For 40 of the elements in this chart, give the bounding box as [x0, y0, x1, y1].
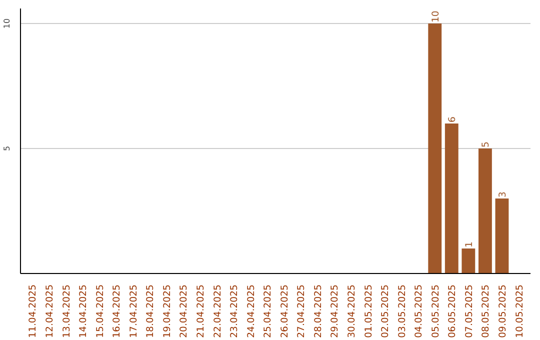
x-tick-label: 30.04.2025 — [346, 284, 358, 338]
bar — [462, 248, 476, 274]
x-tick-label: 02.05.2025 — [380, 284, 392, 338]
x-tick-label: 11.04.2025 — [28, 284, 39, 338]
x-tick-label: 27.04.2025 — [296, 284, 308, 338]
data-label: 1 — [464, 242, 475, 248]
x-tick-label: 22.04.2025 — [212, 284, 224, 338]
x-tick-label: 29.04.2025 — [330, 284, 341, 338]
data-label: 10 — [430, 10, 442, 22]
x-tick-label: 13.04.2025 — [61, 284, 72, 338]
x-tick-label: 04.05.2025 — [414, 284, 425, 338]
x-tick-label: 16.04.2025 — [112, 284, 123, 338]
x-tick-label: 24.04.2025 — [246, 284, 257, 338]
x-tick-label: 15.04.2025 — [94, 284, 106, 338]
x-tick-label: 14.04.2025 — [78, 284, 90, 338]
x-tick-label: 23.04.2025 — [229, 284, 240, 338]
bar — [495, 198, 509, 274]
x-tick-label: 08.05.2025 — [480, 284, 492, 338]
x-tick-label: 25.04.2025 — [262, 284, 274, 338]
bar — [478, 148, 492, 274]
x-tick-label: 01.05.2025 — [363, 284, 374, 338]
x-tick-label: 07.05.2025 — [464, 284, 475, 338]
x-tick-label: 03.05.2025 — [396, 284, 408, 338]
x-tick-label: 20.04.2025 — [178, 284, 190, 338]
x-tick-label: 26.04.2025 — [279, 284, 290, 338]
data-label: 5 — [480, 142, 492, 148]
x-tick-label: 06.05.2025 — [447, 284, 458, 338]
x-tick-label: 10.05.2025 — [514, 284, 526, 338]
x-tick-label: 17.04.2025 — [128, 284, 140, 338]
data-label: 3 — [497, 192, 508, 198]
x-tick-label: 28.04.2025 — [312, 284, 324, 338]
x-tick-label: 19.04.2025 — [162, 284, 173, 338]
x-tick-label: 05.05.2025 — [430, 284, 442, 338]
x-tick-label: 21.04.2025 — [196, 284, 207, 338]
bar — [428, 24, 442, 274]
data-label: 6 — [447, 116, 458, 122]
bar — [444, 124, 458, 274]
x-tick-label: 09.05.2025 — [497, 284, 508, 338]
x-tick-label: 18.04.2025 — [145, 284, 156, 338]
x-tick-label: 12.04.2025 — [44, 284, 56, 338]
